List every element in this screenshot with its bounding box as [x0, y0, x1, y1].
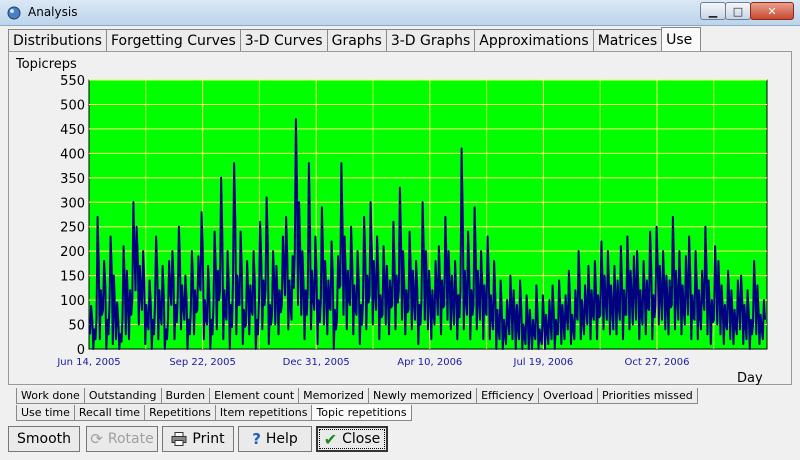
y-tick-label: 200: [60, 245, 85, 260]
subtab-label: Outstanding: [88, 389, 157, 402]
help-icon: ?: [252, 430, 261, 448]
subtab-label: Element count: [214, 389, 295, 402]
tab-label: Approximations: [479, 32, 589, 49]
x-tick-label: Apr 10, 2006: [397, 357, 462, 368]
y-tick-label: 450: [60, 123, 85, 138]
close-window-button[interactable]: ✕: [750, 2, 794, 20]
tab-label: Matrices: [597, 32, 658, 49]
button-label: Print: [192, 431, 225, 447]
subtab-efficiency[interactable]: Efficiency: [476, 388, 540, 404]
subtab-overload[interactable]: Overload: [538, 388, 599, 404]
subtabs-row-1: Work done Outstanding Burden Element cou…: [16, 388, 698, 406]
x-axis-label: Day: [737, 371, 763, 386]
subtab-priorities-missed[interactable]: Priorities missed: [597, 388, 698, 404]
y-tick-label: 50: [68, 319, 85, 334]
y-tick-label: 300: [60, 196, 85, 211]
x-tick-label: Dec 31, 2005: [283, 357, 350, 368]
rotate-button[interactable]: ⟳ Rotate: [86, 426, 158, 452]
y-tick-label: 0: [77, 343, 85, 358]
subtab-label: Newly memorized: [372, 389, 473, 402]
x-tick-label: Jun 14, 2005: [56, 357, 120, 368]
subtab-use-time[interactable]: Use time: [16, 405, 75, 421]
subtab-burden[interactable]: Burden: [160, 388, 211, 404]
tab-forgetting-curves[interactable]: Forgetting Curves: [105, 29, 241, 51]
close-icon: ✕: [767, 4, 777, 18]
tab-graphs[interactable]: Graphs: [326, 29, 387, 51]
title-bar: Analysis ▁ □ ✕: [0, 0, 800, 26]
subtab-label: Repetitions: [149, 406, 211, 419]
y-tick-label: 400: [60, 147, 85, 162]
button-label: Rotate: [107, 431, 154, 447]
rotate-icon: ⟳: [90, 430, 103, 448]
x-tick-label: Sep 22, 2005: [169, 357, 236, 368]
maximize-button[interactable]: □: [725, 2, 751, 20]
subtab-recall-time[interactable]: Recall time: [73, 405, 146, 421]
subtab-label: Priorities missed: [602, 389, 693, 402]
subtab-label: Work done: [21, 389, 80, 402]
y-tick-label: 350: [60, 172, 85, 187]
subtab-item-repetitions[interactable]: Item repetitions: [214, 405, 313, 421]
tab-use[interactable]: Use: [661, 27, 702, 52]
y-tick-label: 550: [60, 74, 85, 89]
subtab-label: Use time: [21, 406, 70, 419]
window-title: Analysis: [28, 5, 78, 19]
tab-label: Use: [666, 32, 693, 48]
tab-label: 3-D Curves: [244, 32, 323, 49]
close-button[interactable]: ✔ Close: [316, 426, 388, 452]
subtab-outstanding[interactable]: Outstanding: [83, 388, 162, 404]
tab-label: 3-D Graphs: [390, 32, 471, 49]
x-tick-label: Jul 19, 2006: [513, 357, 574, 368]
tab-approximations[interactable]: Approximations: [474, 29, 594, 51]
subtab-topic-repetitions[interactable]: Topic repetitions: [311, 405, 412, 421]
button-label: Close: [342, 431, 381, 447]
tab-matrices[interactable]: Matrices: [592, 29, 663, 51]
button-bar: Smooth ⟳ Rotate Print ? Help ✔ Close: [0, 423, 800, 460]
button-label: Smooth: [16, 431, 72, 447]
checkmark-icon: ✔: [323, 429, 338, 449]
maximize-icon: □: [732, 4, 744, 18]
tab-label: Graphs: [331, 32, 382, 49]
print-button[interactable]: Print: [162, 426, 234, 452]
subtab-label: Item repetitions: [219, 406, 308, 419]
subtab-label: Recall time: [78, 406, 141, 419]
y-tick-label: 150: [60, 270, 85, 285]
tab-label: Forgetting Curves: [110, 32, 236, 49]
button-label: Help: [265, 431, 298, 447]
subtab-label: Memorized: [303, 389, 364, 402]
y-tick-label: 500: [60, 98, 85, 113]
series-line: [89, 118, 766, 350]
subtab-memorized[interactable]: Memorized: [298, 388, 369, 404]
minimize-icon: ▁: [708, 4, 718, 18]
subtab-label: Overload: [543, 389, 594, 402]
subtab-element-count[interactable]: Element count: [209, 388, 300, 404]
subtab-repetitions[interactable]: Repetitions: [144, 405, 216, 421]
subtab-label: Topic repetitions: [316, 406, 407, 419]
app-icon: [7, 6, 21, 20]
subtab-label: Efficiency: [481, 389, 535, 402]
y-tick-label: 100: [60, 294, 85, 309]
tab-3d-graphs[interactable]: 3-D Graphs: [385, 29, 476, 51]
y-tick-label: 250: [60, 221, 85, 236]
main-tabs: Distributions Forgetting Curves 3-D Curv…: [8, 27, 702, 52]
help-button[interactable]: ? Help: [238, 426, 312, 452]
subtab-newly-memorized[interactable]: Newly memorized: [367, 388, 478, 404]
printer-icon: [171, 432, 187, 446]
y-axis-label: Topicreps: [16, 57, 77, 72]
subtabs-row-2: Use time Recall time Repetitions Item re…: [16, 405, 412, 423]
tab-label: Distributions: [13, 32, 102, 49]
x-tick-label: Oct 27, 2006: [625, 357, 690, 368]
topicreps-chart: 0 50 100 150 200 250 300 350 400 450 500 550 Jun 14,…: [56, 74, 768, 368]
subtab-work-done[interactable]: Work done: [16, 388, 85, 404]
smooth-button[interactable]: Smooth: [8, 426, 80, 452]
subtab-label: Burden: [165, 389, 206, 402]
